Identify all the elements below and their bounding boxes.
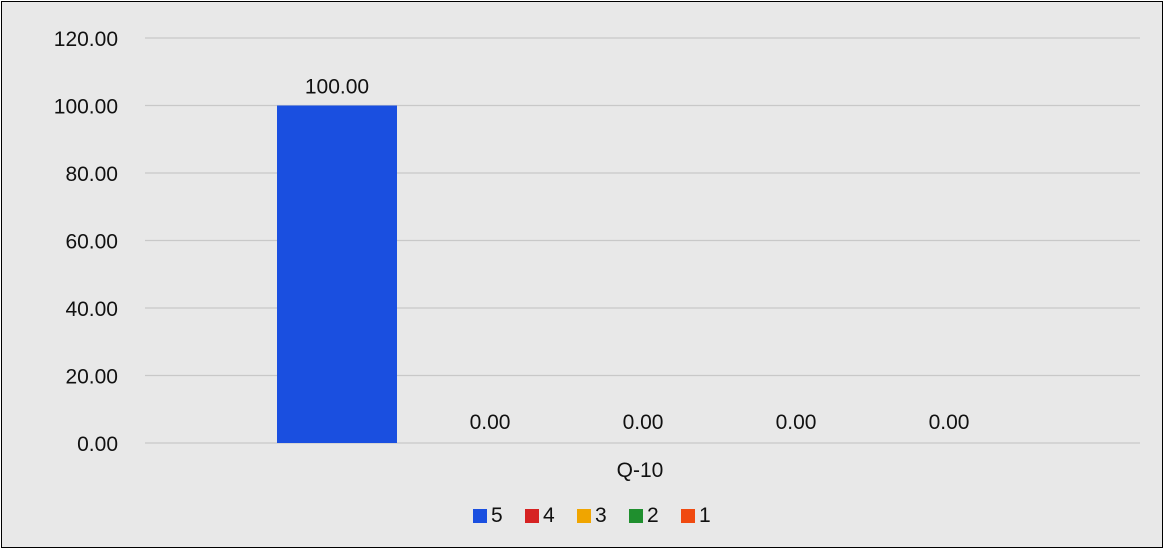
bar-series-5 — [277, 105, 397, 443]
y-tick-label: 80.00 — [65, 163, 118, 186]
legend-label-4: 4 — [543, 504, 555, 527]
legend-label-2: 2 — [647, 504, 659, 527]
category-label: Q-10 — [617, 459, 664, 482]
bars — [277, 105, 397, 443]
y-tick-label: 20.00 — [65, 366, 118, 389]
legend-label-3: 3 — [595, 504, 607, 527]
legend-swatch-4 — [525, 509, 539, 523]
legend-swatch-3 — [577, 509, 591, 523]
y-tick-label: 60.00 — [65, 231, 118, 254]
legend-swatch-2 — [629, 509, 643, 523]
data-label-series-3: 0.00 — [623, 411, 664, 434]
legend-swatch-5 — [473, 509, 487, 523]
legend-label-5: 5 — [491, 504, 503, 527]
legend-swatch-1 — [681, 509, 695, 523]
legend: 5 4 3 2 1 — [473, 504, 711, 527]
y-tick-label: 40.00 — [65, 298, 118, 321]
category-labels: Q-10 — [617, 459, 664, 482]
data-labels: 100.00 0.00 0.00 0.00 0.00 — [305, 76, 970, 435]
y-tick-label: 120.00 — [54, 28, 118, 51]
data-label-series-5: 100.00 — [305, 76, 369, 99]
y-tick-label: 0.00 — [77, 433, 118, 456]
y-axis-ticks: 0.00 20.00 40.00 60.00 80.00 100.00 120.00 — [54, 28, 118, 456]
data-label-series-1: 0.00 — [929, 411, 970, 434]
legend-label-1: 1 — [699, 504, 711, 527]
y-tick-label: 100.00 — [54, 96, 118, 119]
data-label-series-4: 0.00 — [470, 411, 511, 434]
data-label-series-2: 0.00 — [776, 411, 817, 434]
